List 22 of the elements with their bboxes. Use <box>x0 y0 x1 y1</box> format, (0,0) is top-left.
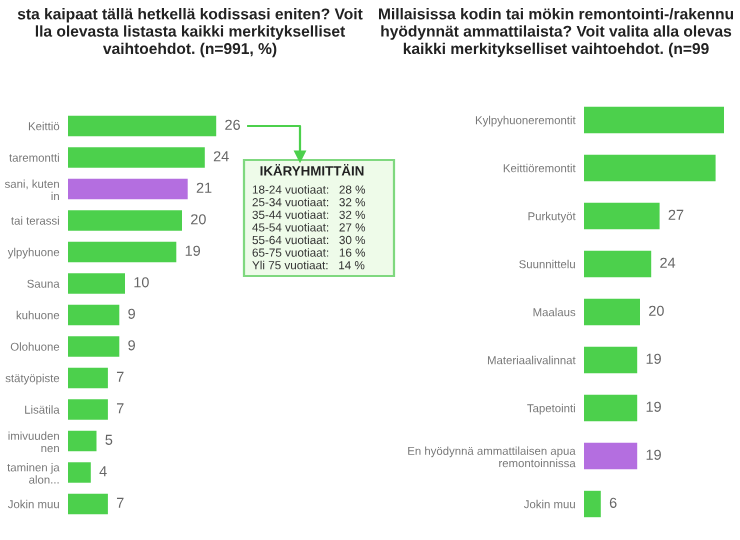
bar <box>68 273 125 294</box>
bar <box>584 346 638 374</box>
bar <box>68 367 108 389</box>
bar <box>584 490 601 518</box>
bar <box>68 430 97 452</box>
bar <box>584 202 660 230</box>
bar <box>68 399 108 420</box>
bar <box>68 462 91 483</box>
bar <box>68 115 217 137</box>
bar <box>584 394 638 422</box>
bar <box>68 336 120 357</box>
bar <box>68 493 108 515</box>
bar <box>68 304 120 326</box>
bar <box>68 178 188 200</box>
bar <box>584 298 640 326</box>
bar <box>584 250 652 278</box>
bar <box>584 442 638 470</box>
bar <box>68 147 205 168</box>
bar <box>584 154 716 182</box>
bar <box>68 210 182 231</box>
bar <box>68 241 177 263</box>
bar <box>584 106 724 134</box>
